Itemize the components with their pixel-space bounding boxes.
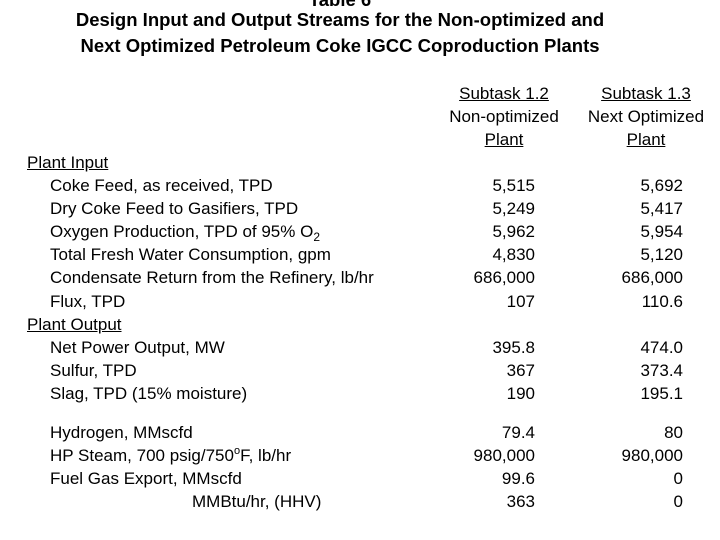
cell-value: 5,120 bbox=[640, 245, 683, 265]
cell-value: 190 bbox=[506, 383, 535, 403]
label-text: F, lb/hr bbox=[240, 446, 292, 465]
label-text: Total Fresh Water Consumption, gpm bbox=[50, 245, 331, 265]
row-label: HP Steam, 700 psig/750oF, lb/hr bbox=[50, 446, 291, 466]
column-header: Subtask 1.2 bbox=[459, 84, 549, 103]
row-label: Hydrogen, MMscfd bbox=[50, 423, 193, 443]
cell-value: 195.1 bbox=[640, 383, 683, 403]
cell-value: 5,515 bbox=[492, 176, 535, 195]
label-text: Condensate Return from the Refinery, lb/… bbox=[50, 268, 374, 288]
column-header: Next Optimized bbox=[587, 107, 705, 126]
cell-value: 79.4 bbox=[501, 422, 535, 442]
title-line: Design Input and Output Streams for the … bbox=[75, 9, 605, 30]
superscript: o bbox=[233, 445, 241, 457]
row-label: Fuel Gas Export, MMscfd bbox=[50, 469, 242, 489]
column-header: Non-optimized bbox=[449, 107, 559, 126]
cell-value: 474.0 bbox=[640, 337, 683, 357]
row-label: Condensate Return from the Refinery, lb/… bbox=[50, 268, 374, 288]
title-line: Next Optimized Petroleum Coke IGCC Copro… bbox=[80, 35, 600, 56]
cell-value: 80 bbox=[664, 422, 683, 442]
section-heading: Plant Input bbox=[27, 153, 109, 172]
cell-value: 107 bbox=[506, 291, 535, 311]
row-label: MMBtu/hr, (HHV) bbox=[192, 492, 321, 512]
cell-value: 686,000 bbox=[473, 268, 535, 288]
label-text: Hydrogen, MMscfd bbox=[50, 422, 193, 442]
cell-value: 0 bbox=[673, 469, 683, 489]
cell-value: 99.6 bbox=[501, 469, 535, 489]
cell-value: 395.8 bbox=[492, 337, 535, 357]
table-number: Table 6 bbox=[0, 0, 680, 10]
subscript: 2 bbox=[313, 230, 321, 245]
label-text: Oxygen Production, TPD of 95% O bbox=[50, 222, 314, 242]
cell-value: 980,000 bbox=[621, 446, 683, 465]
label-text: Net Power Output, MW bbox=[50, 337, 225, 357]
cell-value: 5,954 bbox=[640, 222, 683, 242]
row-label: Total Fresh Water Consumption, gpm bbox=[50, 245, 331, 265]
cell-value: 0 bbox=[673, 492, 683, 512]
label-text: Dry Coke Feed to Gasifiers, TPD bbox=[50, 199, 299, 219]
cell-value: 980,000 bbox=[473, 446, 535, 465]
row-label: Coke Feed, as received, TPD bbox=[50, 176, 273, 196]
row-label: Flux, TPD bbox=[50, 292, 125, 312]
cell-value: 686,000 bbox=[621, 268, 683, 288]
cell-value: 5,249 bbox=[492, 199, 535, 219]
column-header: Subtask 1.3 bbox=[601, 84, 691, 103]
cell-value: 4,830 bbox=[492, 245, 535, 265]
label-text: Sulfur, TPD bbox=[50, 360, 137, 380]
cell-value: 363 bbox=[506, 492, 535, 512]
label-text: MMBtu/hr, (HHV) bbox=[192, 492, 322, 512]
cell-value: 5,417 bbox=[640, 199, 683, 219]
label-text: Slag, TPD (15% moisture) bbox=[50, 383, 248, 403]
label-text: Flux, TPD bbox=[50, 291, 126, 311]
cell-value: 5,962 bbox=[492, 222, 535, 242]
section-heading: Plant Output bbox=[27, 314, 122, 334]
row-label: Sulfur, TPD bbox=[50, 361, 137, 381]
label-text: HP Steam, 700 psig/750 bbox=[50, 446, 234, 465]
cell-value: 5,692 bbox=[640, 176, 683, 195]
row-label: Net Power Output, MW bbox=[50, 338, 225, 358]
label-text: Coke Feed, as received, TPD bbox=[50, 176, 273, 195]
row-label: Slag, TPD (15% moisture) bbox=[50, 384, 247, 404]
row-label: Oxygen Production, TPD of 95% O2 bbox=[50, 222, 321, 245]
cell-value: 110.6 bbox=[641, 291, 683, 311]
cell-value: 367 bbox=[506, 360, 535, 380]
label-text: Fuel Gas Export, MMscfd bbox=[50, 469, 242, 489]
column-header: Plant bbox=[484, 130, 524, 149]
cell-value: 373.4 bbox=[640, 360, 683, 380]
column-header: Plant bbox=[626, 130, 666, 149]
row-label: Dry Coke Feed to Gasifiers, TPD bbox=[50, 199, 298, 219]
